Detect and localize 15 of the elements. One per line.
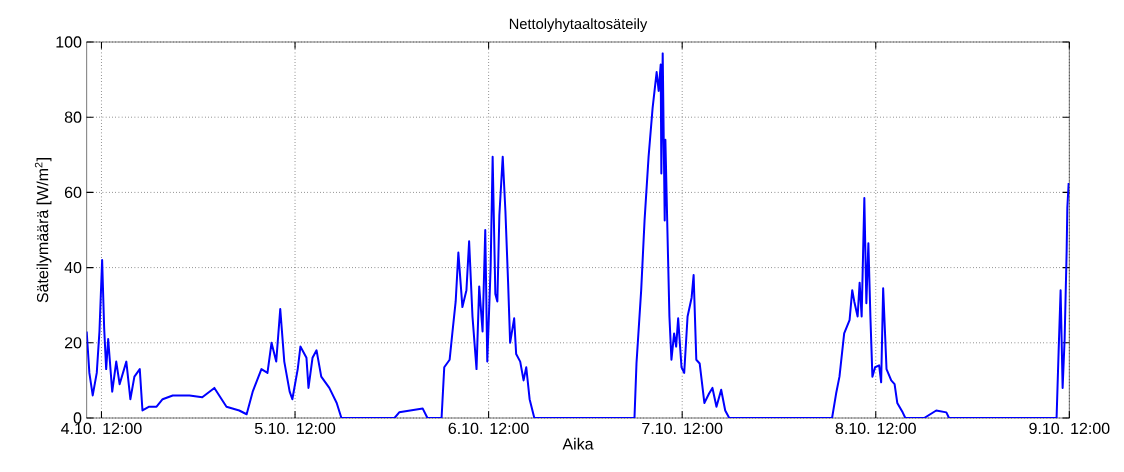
y-tick-label: 40: [64, 261, 82, 274]
y-tick-label: 80: [64, 111, 82, 123]
y-axis-title: Säteilymäärä [W/m$^{2}$]: [34, 158, 52, 303]
x-tick-label: 6.10. 12:00: [448, 422, 529, 435]
x-axis-title: Aika: [562, 437, 594, 450]
x-tick-label: 7.10. 12:00: [642, 422, 723, 435]
y-tick-label: 0: [73, 412, 82, 424]
x-tick-label: 9.10. 12:00: [1029, 422, 1110, 435]
y-tick-label: 20: [64, 337, 82, 349]
y-tick-label: 60: [64, 186, 82, 199]
chart-title: Nettolyhytaaltosäteily: [509, 18, 648, 32]
x-tick-label: 8.10. 12:00: [835, 422, 916, 435]
y-tick-label: 100: [56, 36, 82, 48]
x-tick-label: 5.10. 12:00: [254, 422, 336, 435]
x-tick-label: 4.10. 12:00: [61, 422, 142, 435]
